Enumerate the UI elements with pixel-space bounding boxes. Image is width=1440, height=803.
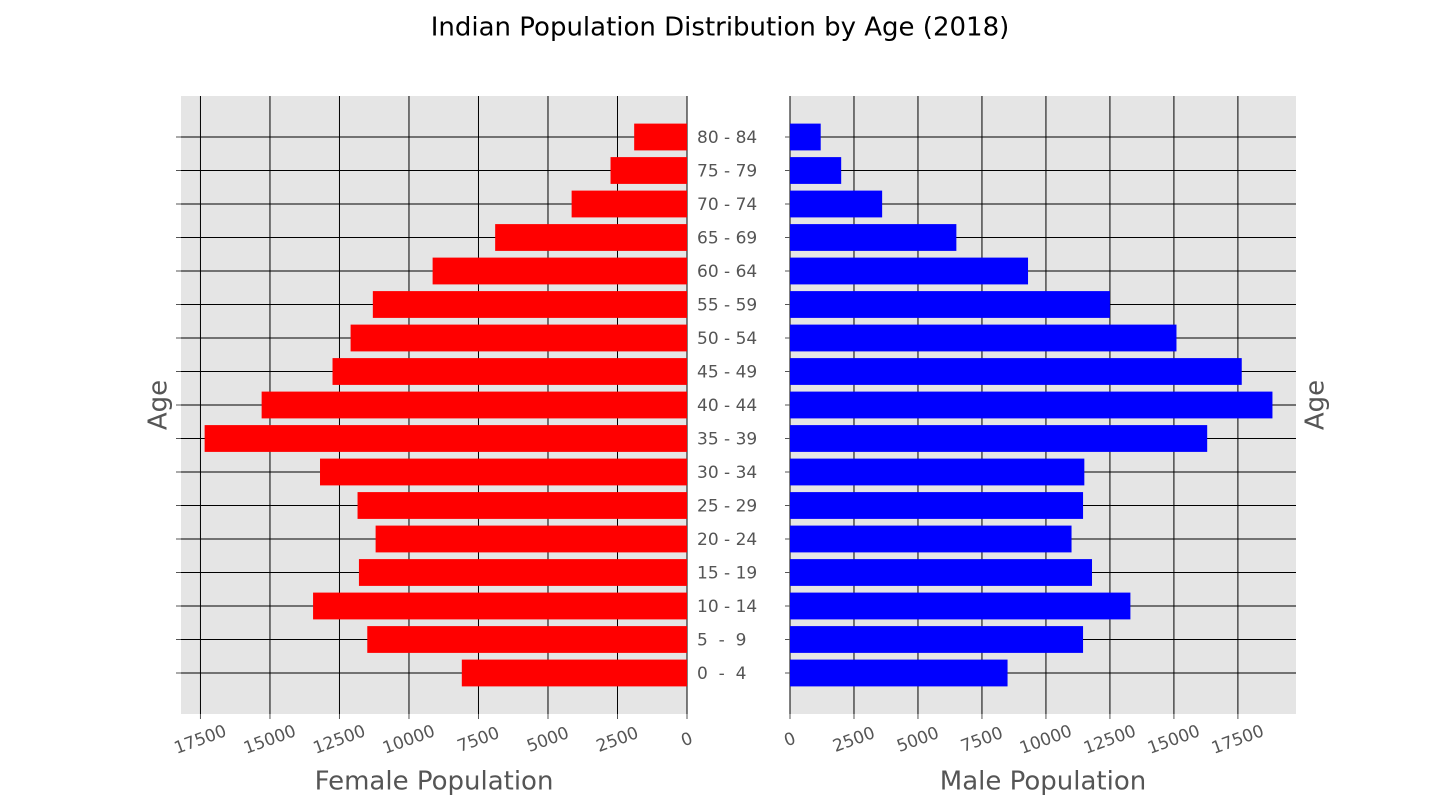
bar bbox=[790, 592, 1131, 620]
figure-title: Indian Population Distribution by Age (2… bbox=[431, 13, 1010, 43]
bar bbox=[790, 257, 1029, 285]
bar bbox=[634, 123, 687, 151]
bar bbox=[790, 525, 1072, 553]
bar bbox=[790, 626, 1084, 653]
bar bbox=[790, 492, 1084, 519]
y-axis-label: Age bbox=[1301, 380, 1331, 430]
y-tick-label: 60 - 64 bbox=[697, 262, 757, 282]
bar bbox=[790, 324, 1177, 352]
y-axis-label: Age bbox=[144, 380, 174, 430]
x-tick-label: 12500 bbox=[311, 721, 369, 758]
y-tick-label: 30 - 34 bbox=[697, 463, 757, 483]
y-tick-label: 50 - 54 bbox=[697, 329, 757, 349]
bar bbox=[610, 157, 687, 184]
y-tick-label: 70 - 74 bbox=[697, 195, 757, 215]
y-tick-label: 55 - 59 bbox=[697, 296, 757, 316]
y-tick-label: 65 - 69 bbox=[697, 229, 757, 249]
bar bbox=[790, 123, 821, 151]
y-tick-label: 40 - 44 bbox=[697, 396, 757, 416]
bar bbox=[332, 358, 687, 385]
bar bbox=[461, 659, 687, 687]
y-tick-label: 45 - 49 bbox=[697, 363, 757, 383]
bar bbox=[790, 425, 1208, 452]
bar bbox=[790, 391, 1273, 419]
x-axis-label: Male Population bbox=[940, 767, 1146, 797]
bar bbox=[790, 358, 1242, 385]
x-tick-label: 17500 bbox=[1209, 721, 1267, 758]
y-tick-label: 75 - 79 bbox=[697, 162, 757, 182]
bar bbox=[495, 224, 687, 251]
y-tick-label: 35 - 39 bbox=[697, 429, 757, 449]
x-tick-label: 15000 bbox=[1145, 721, 1203, 758]
bar bbox=[790, 157, 842, 184]
bar bbox=[571, 190, 687, 218]
bar bbox=[790, 224, 957, 251]
bar bbox=[313, 592, 687, 620]
x-axis-label: Female Population bbox=[315, 767, 554, 797]
bar bbox=[790, 190, 883, 218]
x-tick-label: 17500 bbox=[172, 721, 230, 758]
bar bbox=[261, 391, 687, 419]
x-tick-label: 7500 bbox=[455, 723, 502, 757]
bar bbox=[790, 291, 1110, 318]
bar bbox=[790, 659, 1008, 687]
y-tick-label: 20 - 24 bbox=[697, 530, 757, 550]
bar bbox=[372, 291, 687, 318]
y-tick-label: 80 - 84 bbox=[697, 128, 757, 148]
x-tick-label: 5000 bbox=[894, 723, 941, 757]
x-tick-label: 10000 bbox=[380, 721, 438, 758]
x-tick-label: 7500 bbox=[958, 723, 1005, 757]
x-tick-label: 0 bbox=[781, 729, 798, 751]
x-tick-label: 0 bbox=[678, 729, 695, 751]
y-tick-label: 10 - 14 bbox=[697, 597, 757, 617]
x-tick-label: 2500 bbox=[830, 723, 877, 757]
bar bbox=[320, 458, 687, 486]
bar bbox=[375, 525, 687, 553]
y-tick-label: 0 - 4 bbox=[697, 664, 746, 684]
bar bbox=[432, 257, 687, 285]
bar bbox=[357, 492, 687, 519]
bar bbox=[358, 559, 687, 586]
x-tick-label: 15000 bbox=[241, 721, 299, 758]
bar bbox=[204, 425, 687, 452]
x-tick-label: 5000 bbox=[524, 723, 571, 757]
bar bbox=[790, 559, 1093, 586]
bar bbox=[350, 324, 687, 352]
x-tick-label: 2500 bbox=[594, 723, 641, 757]
y-tick-label: 25 - 29 bbox=[697, 496, 757, 516]
bar bbox=[790, 458, 1085, 486]
bar bbox=[367, 626, 687, 653]
y-tick-label: 5 - 9 bbox=[697, 630, 746, 650]
y-tick-label: 15 - 19 bbox=[697, 563, 757, 583]
x-tick-label: 12500 bbox=[1081, 721, 1139, 758]
x-tick-label: 10000 bbox=[1017, 721, 1075, 758]
